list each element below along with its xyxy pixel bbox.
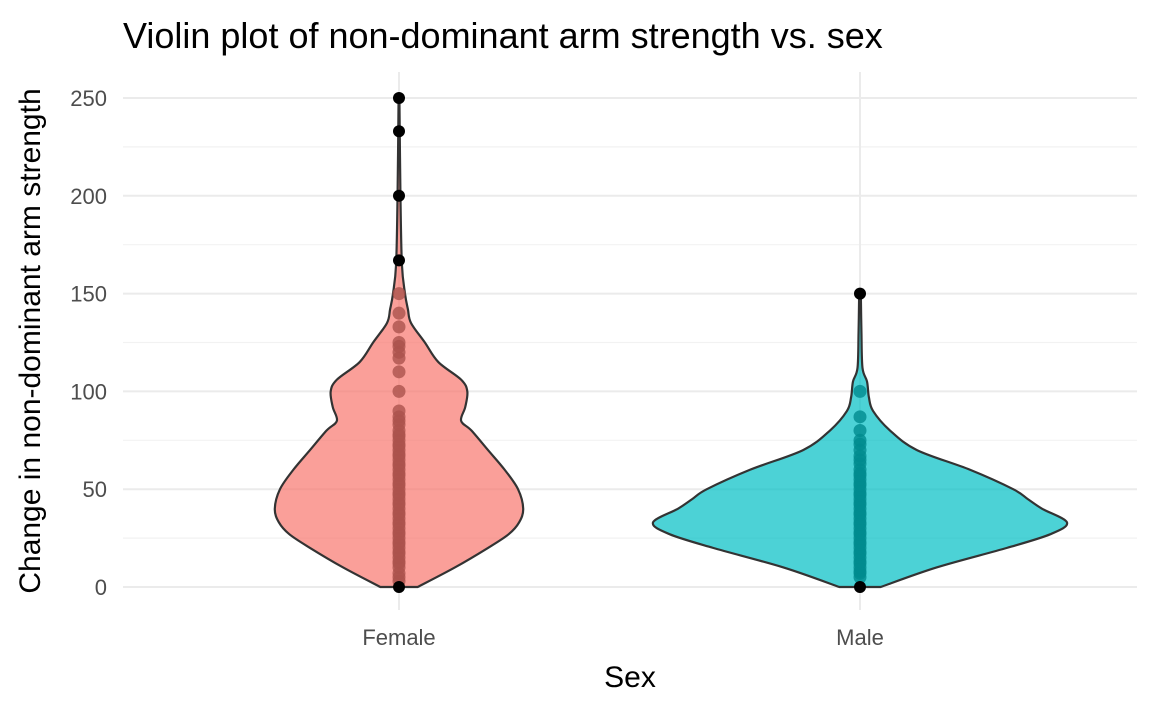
y-tick-label: 250 — [70, 86, 107, 111]
data-point — [853, 424, 867, 438]
data-point — [392, 336, 406, 349]
outlier-point — [393, 189, 405, 202]
chart-title: Violin plot of non-dominant arm strength… — [123, 15, 883, 56]
data-point — [853, 433, 867, 447]
y-tick-label: 200 — [70, 184, 107, 209]
x-axis-label: Sex — [604, 661, 656, 694]
data-point — [853, 384, 867, 398]
outlier-point — [393, 581, 405, 593]
y-axis-label: Change in non-dominant arm strength — [14, 88, 47, 593]
data-point — [392, 365, 406, 379]
outlier-point — [854, 287, 866, 300]
outlier-point — [393, 92, 405, 104]
y-axis-ticks: 0 50 100 150 200 250 — [70, 86, 107, 600]
data-point — [392, 287, 406, 301]
data-point — [392, 320, 406, 334]
outlier-point — [393, 254, 405, 267]
data-point — [853, 410, 867, 424]
x-tick-label: Male — [836, 625, 884, 650]
data-point — [392, 384, 406, 398]
y-tick-label: 50 — [83, 477, 107, 502]
data-point — [392, 306, 406, 320]
y-tick-label: 0 — [95, 575, 107, 600]
y-tick-label: 150 — [70, 282, 107, 307]
violins — [273, 92, 1069, 593]
x-tick-label: Female — [362, 625, 435, 650]
outlier-point — [854, 581, 866, 593]
outlier-point — [393, 125, 405, 138]
y-tick-label: 100 — [70, 379, 107, 404]
x-axis-ticks: Female Male — [362, 625, 884, 650]
data-point — [392, 404, 406, 418]
